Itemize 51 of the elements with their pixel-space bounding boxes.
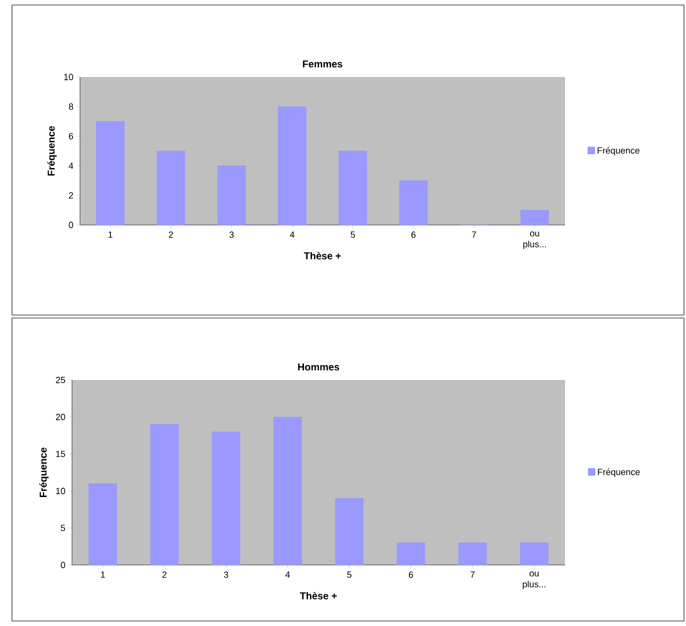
x-tick-label: 4 (285, 572, 290, 578)
x-axis-title: Thèse + (300, 592, 337, 600)
y-tick-label: 25 (56, 376, 66, 384)
y-tick-label: 2 (68, 192, 74, 199)
y-axis-title: Fréquence (47, 126, 57, 176)
legend-label: Fréquence (598, 468, 640, 477)
bar (88, 483, 118, 565)
x-tick-label: 5 (347, 572, 352, 578)
y-tick-label: 8 (68, 103, 74, 110)
bar (96, 121, 125, 225)
bar (458, 542, 487, 565)
x-tick-label: 7 (470, 572, 475, 578)
y-tick-label: 4 (68, 162, 74, 169)
y-tick-label: 10 (56, 488, 66, 494)
x-tick-label: 3 (229, 232, 234, 238)
x-tick-label: 4 (290, 232, 294, 238)
x-tick-label: 3 (224, 572, 228, 578)
x-tick-label: 2 (168, 232, 173, 238)
x-tick-label: ou plus... (522, 572, 546, 590)
x-tick-label: 1 (101, 572, 105, 578)
x-tick-label: 6 (408, 572, 414, 578)
x-tick-label: 1 (108, 232, 112, 238)
y-tick-label: 15 (56, 450, 66, 458)
bar (338, 150, 368, 225)
bar (520, 210, 549, 225)
y-tick-label: 20 (56, 414, 66, 420)
bar (217, 166, 246, 225)
x-tick-label: 2 (162, 572, 166, 578)
bar (399, 180, 428, 225)
x-tick-label: 5 (350, 232, 355, 238)
bar (278, 106, 306, 225)
x-axis-title: Thèse + (304, 252, 341, 260)
bar (150, 424, 179, 565)
chart-title: Hommes (298, 364, 340, 370)
legend-label: Fréquence (598, 146, 640, 156)
bar (335, 498, 364, 565)
y-tick-label: 5 (60, 524, 66, 532)
bar (212, 432, 240, 565)
y-tick-label: 10 (64, 74, 74, 80)
x-tick-label: 7 (472, 232, 476, 238)
chart-title: Femmes (302, 60, 342, 68)
x-tick-label: ou plus... (523, 232, 546, 250)
bar (273, 416, 302, 565)
x-tick-label: 6 (411, 232, 416, 238)
y-axis-title: Fréquence (39, 448, 49, 498)
bar (396, 542, 426, 565)
bar (520, 542, 548, 565)
y-tick-label: 6 (68, 133, 74, 140)
bar (156, 150, 186, 225)
y-tick-label: 0 (68, 222, 74, 228)
y-tick-label: 0 (60, 562, 66, 568)
